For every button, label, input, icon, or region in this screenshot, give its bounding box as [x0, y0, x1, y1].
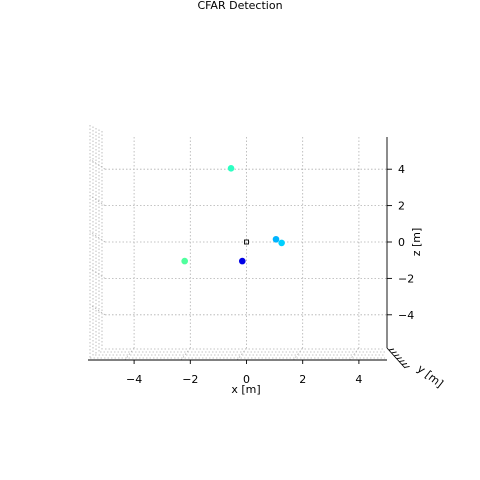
chart-title: CFAR Detection — [197, 0, 282, 12]
data-point — [238, 257, 246, 265]
y-tick-mark — [396, 357, 402, 360]
x-axis-label: x [m] — [231, 383, 260, 396]
x-tick-label: 4 — [355, 373, 362, 386]
grid-line-side — [89, 268, 106, 279]
y-tick-mark — [404, 365, 410, 368]
y-tick-mark — [391, 351, 397, 354]
grid-line-side — [89, 231, 106, 243]
grid-line-floor — [348, 347, 360, 362]
x-tick-label: 2 — [299, 373, 306, 386]
data-points — [181, 164, 285, 265]
data-point — [227, 164, 235, 172]
z-tick-label: −2 — [398, 272, 414, 285]
axis-panes — [88, 137, 406, 369]
data-point — [278, 239, 285, 247]
grid-line-floor — [292, 347, 304, 362]
origin-marker — [244, 239, 249, 245]
y-axis-label: y [m] — [415, 362, 446, 390]
y-tick-mark — [401, 363, 408, 365]
grid-line-floor — [236, 347, 247, 362]
grid-line-floor — [123, 347, 135, 362]
grid-line-side — [89, 304, 106, 316]
y-tick-mark — [394, 354, 400, 357]
y-axis-line — [386, 347, 406, 369]
x-tick-label: −2 — [182, 373, 198, 386]
z-tick-label: 4 — [398, 163, 405, 176]
y-tick-mark — [399, 360, 405, 363]
z-tick-label: −4 — [398, 309, 414, 322]
grid-line-floor — [179, 347, 191, 362]
data-point — [181, 257, 188, 265]
z-axis-label: z [m] — [410, 228, 423, 257]
z-axis-ticks: −4 −2 0 2 4 — [387, 163, 414, 322]
x-tick-label: −4 — [126, 373, 142, 386]
z-tick-label: 2 — [398, 200, 405, 213]
x-tick-label: 0 — [243, 373, 250, 386]
y-axis-ticks — [388, 348, 410, 368]
z-tick-label: 0 — [398, 236, 405, 249]
data-point — [272, 235, 280, 243]
grid-lines — [89, 125, 387, 362]
grid-line-side — [89, 195, 106, 206]
y-tick-mark — [388, 348, 395, 351]
grid-line-side — [89, 158, 106, 170]
x-axis-ticks: −4 −2 0 2 4 — [126, 360, 362, 386]
